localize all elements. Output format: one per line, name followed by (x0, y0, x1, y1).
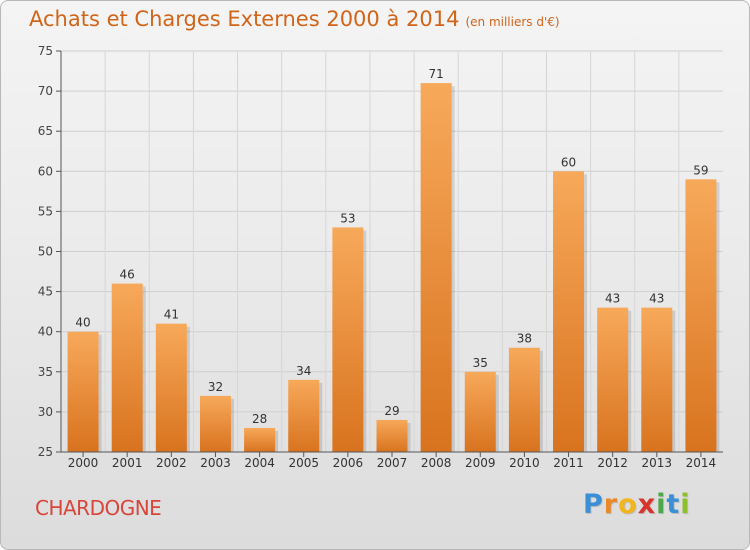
x-tick-label-2011: 2011 (553, 456, 584, 470)
y-tick-label-45: 45 (38, 285, 53, 299)
y-tick-label-30: 30 (38, 405, 53, 419)
x-tick-label-2008: 2008 (421, 456, 452, 470)
bar-2001 (111, 283, 143, 452)
logo-letter: x (637, 489, 657, 520)
data-label-2010: 38 (517, 332, 532, 346)
y-tick-label-55: 55 (38, 204, 53, 218)
y-tick-label-70: 70 (38, 84, 53, 98)
bar-2013 (641, 307, 673, 452)
logo-letter: t (666, 489, 681, 520)
data-label-2008: 71 (428, 67, 443, 81)
bar-2000 (67, 331, 99, 452)
data-label-2011: 60 (561, 155, 576, 169)
x-tick-label-2006: 2006 (333, 456, 364, 470)
bars (67, 83, 720, 453)
x-tick-label-2000: 2000 (68, 456, 99, 470)
grid-lines (61, 50, 723, 452)
x-tick-label-2012: 2012 (597, 456, 628, 470)
data-label-2005: 34 (296, 364, 311, 378)
data-label-2000: 40 (75, 316, 90, 330)
data-label-2013: 43 (649, 292, 664, 306)
x-tick-label-2009: 2009 (465, 456, 496, 470)
data-label-2001: 46 (120, 268, 135, 282)
bar-2006 (332, 227, 364, 452)
y-tick-label-50: 50 (38, 245, 53, 259)
bar-2011 (553, 171, 585, 453)
bar-2012 (597, 307, 629, 452)
x-tick-label-2002: 2002 (156, 456, 187, 470)
y-tick-label-25: 25 (38, 445, 53, 459)
x-tick-label-2004: 2004 (244, 456, 275, 470)
data-label-2012: 43 (605, 292, 620, 306)
y-tick-label-75: 75 (38, 44, 53, 58)
commune-name: CHARDOGNE (35, 496, 162, 520)
logo-letter: i (656, 489, 667, 520)
y-tick-label-65: 65 (38, 124, 53, 138)
chart-title: Achats et Charges Externes 2000 à 2014 (e… (29, 7, 560, 31)
bar-2003 (199, 395, 231, 452)
bar-2004 (244, 427, 276, 452)
data-label-2014: 59 (693, 163, 708, 177)
x-tick-label-2001: 2001 (112, 456, 143, 470)
bar-2009 (464, 371, 496, 452)
data-label-2007: 29 (384, 404, 399, 418)
axes (56, 50, 723, 457)
data-label-2006: 53 (340, 211, 355, 225)
chart-unit: (en milliers d'€) (465, 15, 560, 29)
data-label-2002: 41 (164, 308, 179, 322)
x-tick-label-2003: 2003 (200, 456, 231, 470)
x-tick-label-2014: 2014 (686, 456, 717, 470)
logo-letter: r (603, 489, 619, 520)
y-tick-label-60: 60 (38, 164, 53, 178)
y-tick-label-40: 40 (38, 325, 53, 339)
logo-letter: i (680, 489, 691, 520)
y-tick-label-35: 35 (38, 365, 53, 379)
proxiti-logo: Proxiti (583, 489, 691, 520)
bar-2008 (420, 83, 452, 452)
labels: 25 30 35 40 45 50 55 60 65 70 75 40 2000 46 2001 41 2002… (38, 44, 716, 470)
x-tick-label-2007: 2007 (377, 456, 408, 470)
data-label-2009: 35 (473, 356, 488, 370)
data-label-2003: 32 (208, 380, 223, 394)
logo-letter: P (583, 489, 604, 520)
bar-2010 (508, 347, 540, 452)
bar-2007 (376, 419, 408, 452)
x-tick-label-2013: 2013 (642, 456, 673, 470)
x-tick-label-2005: 2005 (288, 456, 319, 470)
chart-title-text: Achats et Charges Externes 2000 à 2014 (29, 7, 460, 31)
x-tick-label-2010: 2010 (509, 456, 540, 470)
bar-2014 (685, 179, 717, 452)
logo-letter: o (618, 489, 638, 520)
bar-2002 (155, 323, 187, 452)
data-label-2004: 28 (252, 412, 267, 426)
bar-2005 (288, 379, 320, 452)
